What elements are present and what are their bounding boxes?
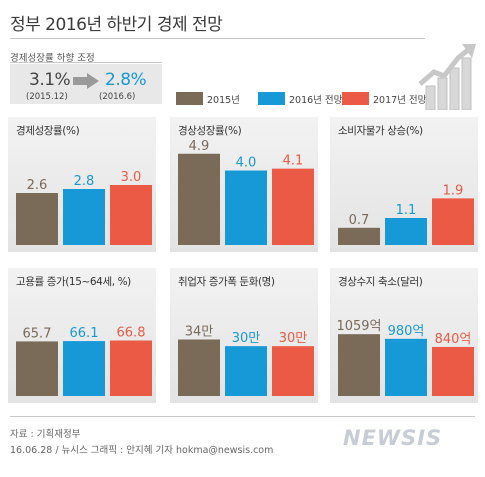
legend-label: 2016년 전망 (289, 95, 343, 106)
credit-text: 16.06.28 / 뉴시스 그래픽 : 안지혜 기자 hokma@newsis… (10, 445, 274, 456)
bar-2015년 (16, 341, 58, 396)
panel-title: 소비자물가 상승(%) (338, 125, 423, 137)
bar-2016년 전망 (63, 189, 105, 245)
bar-value-label: 980억 (388, 324, 425, 339)
bar-value-label: 34만 (185, 325, 214, 340)
bar-chart: 2.6 2.8 3.0 (16, 170, 152, 245)
bar-value-label: 30만 (279, 331, 308, 346)
panel-employed-increase: 취업자 증가폭 둔화(명) 34만 30만 30만 (170, 268, 318, 403)
bar-value-label: 0.7 (349, 213, 370, 228)
bar-value-label: 66.8 (117, 326, 146, 341)
bar-2016년 전망 (385, 338, 427, 396)
bar-value-label: 840억 (435, 332, 472, 347)
bar-value-label: 66.1 (70, 326, 99, 341)
adjust-old-date: (2015.12) (26, 92, 68, 102)
bar-value-label: 2.6 (27, 178, 48, 193)
bar-chart: 65.7 66.1 66.8 (16, 326, 152, 396)
legend-label: 2017년 전망 (373, 95, 427, 106)
panel-employment-rate: 고용률 증가(15~64세, %) 65.7 66.1 66.8 (8, 268, 156, 403)
bar-2017년 전망 (110, 340, 152, 396)
adjust-new-date: (2016.6) (99, 92, 136, 102)
bar-2017년 전망 (432, 346, 474, 396)
footer-divider (10, 416, 475, 417)
bar-2016년 전망 (225, 170, 267, 245)
bar-2015년 (16, 193, 58, 245)
right-arrow-icon (73, 73, 99, 89)
source-text: 자료 : 기획재정부 (10, 429, 81, 440)
bar-value-label: 1.1 (396, 203, 417, 218)
bar-2016년 전망 (225, 346, 267, 396)
bar-2016년 전망 (385, 218, 427, 245)
gdp-adjust-box: 3.1% (2015.12) 2.8% (2016.6) (10, 64, 162, 104)
bar-value-label: 1.9 (443, 183, 464, 198)
bar-value-label: 65.7 (23, 326, 52, 341)
panel-current-account: 경상수지 축소(달러) 1059억 980억 840억 (330, 268, 478, 403)
bar-2015년 (338, 334, 380, 396)
bar-chart: 1059억 980억 840억 (336, 319, 474, 396)
panel-title: 고용률 증가(15~64세, %) (16, 276, 131, 288)
title-divider (10, 38, 425, 39)
panel-title: 경상수지 축소(달러) (338, 276, 423, 288)
newsis-logo: NEWSIS (343, 426, 443, 450)
bar-chart: 0.7 1.1 1.9 (338, 183, 474, 245)
legend: 2015년 2016년 전망 2017년 전망 (0, 92, 485, 106)
panel-nominal-growth: 경상성장률(%) 4.9 4.0 4.1 (170, 117, 318, 252)
bar-value-label: 3.0 (121, 170, 142, 185)
bar-2016년 전망 (63, 341, 105, 396)
bar-2017년 전망 (432, 198, 474, 245)
panel-title: 경제성장률(%) (16, 125, 80, 137)
bar-2015년 (178, 339, 220, 396)
panel-title: 취업자 증가폭 둔화(명) (178, 276, 275, 288)
bar-2017년 전망 (272, 168, 314, 245)
bar-2015년 (338, 227, 380, 245)
bar-chart: 4.9 4.0 4.1 (178, 139, 314, 245)
adjust-new-value: 2.8% (105, 70, 147, 90)
rising-chart-icon (418, 44, 476, 110)
bar-2015년 (178, 153, 220, 245)
bar-value-label: 4.0 (236, 156, 257, 171)
bar-2017년 전망 (110, 185, 152, 245)
legend-swatch (342, 92, 369, 105)
panel-cpi: 소비자물가 상승(%) 0.7 1.1 1.9 (330, 117, 478, 252)
bar-value-label: 2.8 (74, 174, 95, 189)
bar-value-label: 1059억 (336, 319, 381, 334)
bar-value-label: 30만 (232, 331, 261, 346)
adjust-divider (10, 62, 162, 63)
legend-swatch (258, 92, 285, 105)
panel-title: 경상성장률(%) (178, 125, 242, 137)
adjust-old-value: 3.1% (29, 70, 71, 90)
page-title: 정부 2016년 하반기 경제 전망 (10, 15, 223, 35)
gdp-adjust-label: 경제성장률 하향 조정 (10, 53, 95, 64)
bar-chart: 34만 30만 30만 (178, 325, 314, 396)
bar-2017년 전망 (272, 346, 314, 396)
bar-value-label: 4.1 (283, 154, 304, 169)
bar-value-label: 4.9 (189, 139, 210, 154)
panel-gdp-growth: 경제성장률(%) 2.6 2.8 3.0 (8, 117, 156, 252)
legend-swatch (176, 92, 203, 105)
legend-label: 2015년 (207, 95, 240, 106)
